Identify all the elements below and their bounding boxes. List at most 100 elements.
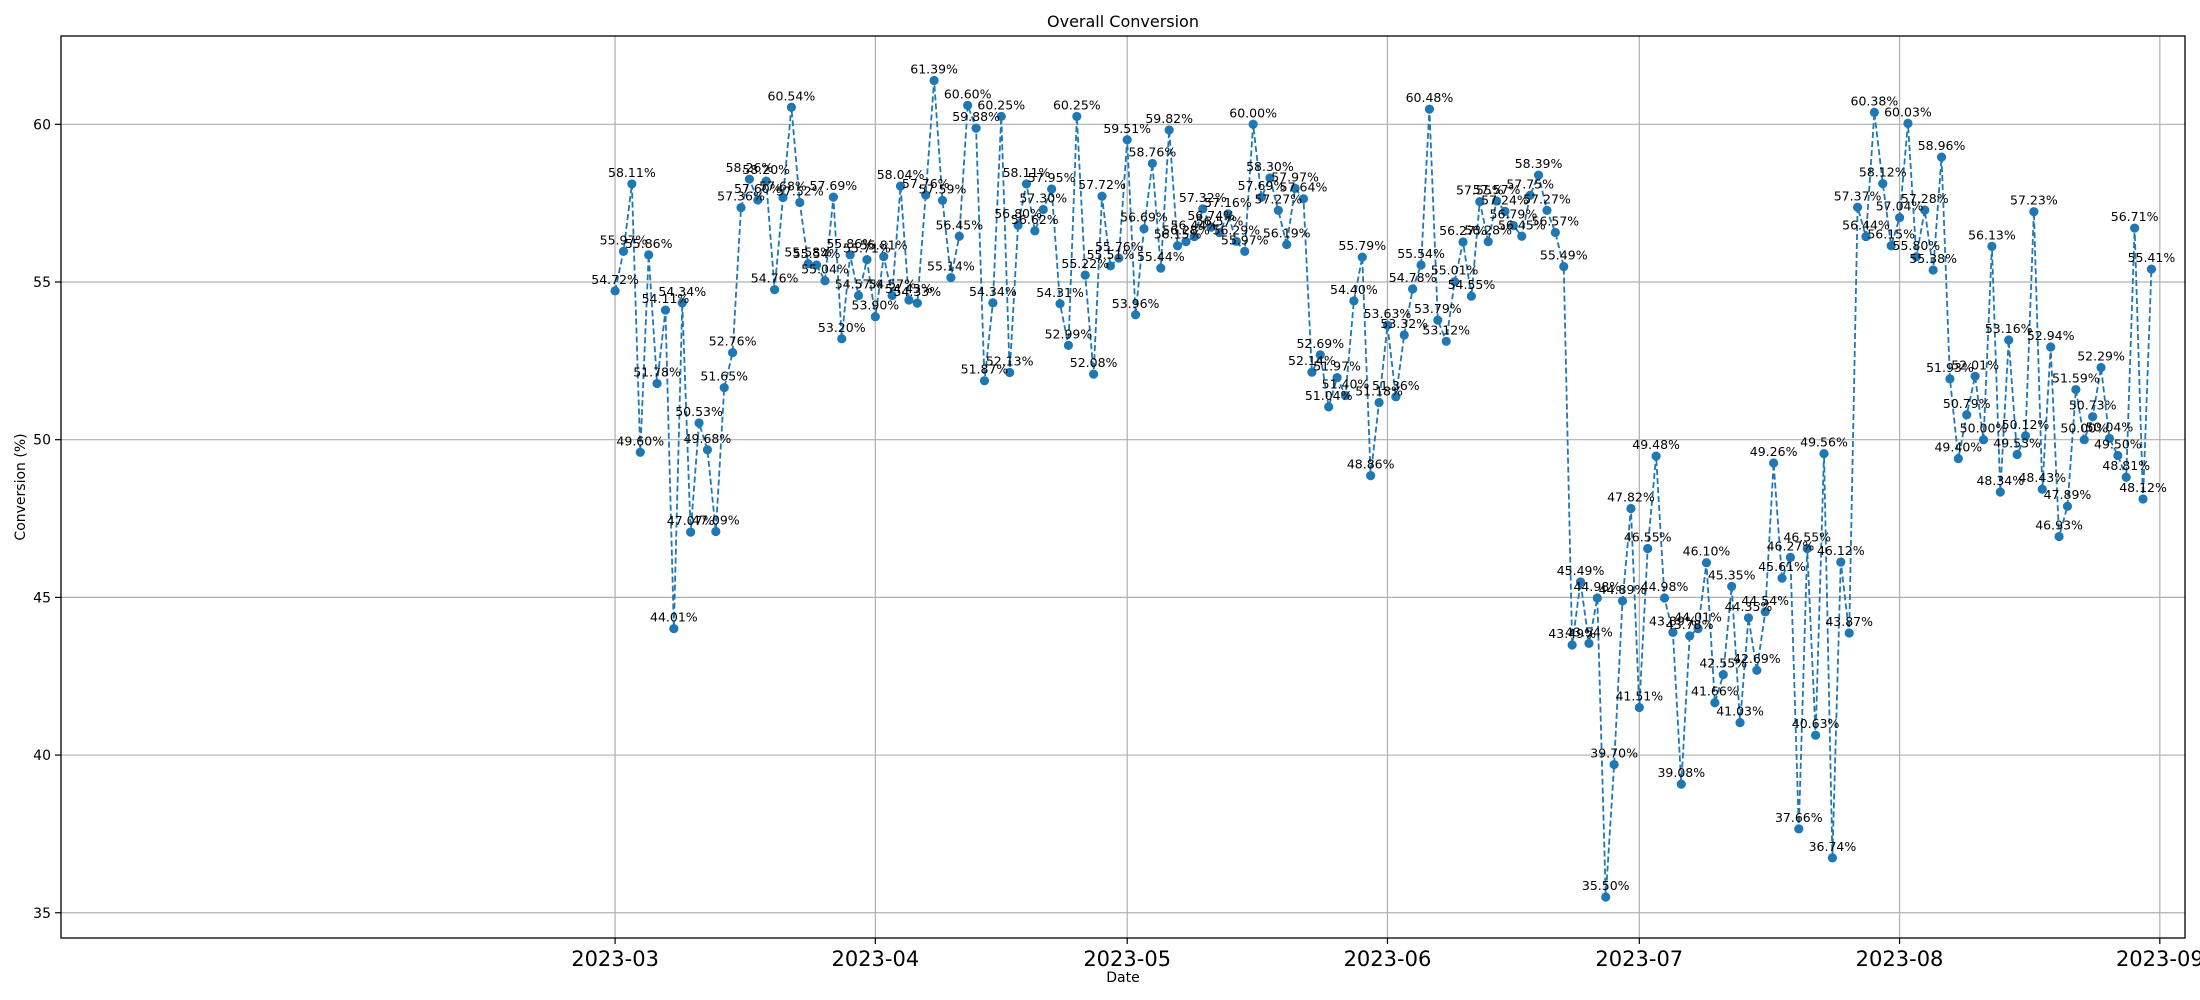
data-label: 55.01% [1431,263,1479,278]
data-label: 55.86% [826,236,874,251]
data-label: 53.79% [1414,301,1462,316]
data-label: 55.76% [1095,239,1143,254]
data-label: 35.50% [1582,878,1630,893]
data-label: 50.73% [2069,398,2117,413]
data-label: 57.27% [1254,191,1302,206]
data-point [1089,369,1099,379]
data-label: 58.11% [608,165,656,180]
data-point [1080,270,1090,280]
data-point [879,251,889,262]
data-point [929,75,939,86]
data-label: 52.76% [709,334,757,349]
data-point [971,123,981,133]
data-point [2088,412,2098,422]
data-label: 57.59% [919,181,967,196]
data-point [1685,631,1695,641]
data-point [803,259,813,269]
data-label: 55.44% [1137,249,1185,264]
data-label: 60.38% [1851,93,1899,108]
data-point [1819,448,1829,459]
data-label: 52.99% [1045,326,1093,341]
data-label: 57.30% [1019,190,1067,205]
data-label: 51.18% [1355,383,1403,398]
data-point [1374,397,1384,408]
data-label: 55.54% [793,246,841,261]
data-label: 51.36% [1372,378,1420,393]
data-point [1013,220,1023,230]
data-point [1147,158,1157,169]
data-point [1609,759,1619,770]
data-label: 44.54% [1741,593,1789,608]
data-point [1382,320,1393,330]
data-point [1038,204,1048,215]
data-label: 46.27% [1767,538,1815,553]
data-point [686,527,696,537]
data-point [1920,205,1930,215]
data-label: 52.08% [1070,355,1118,370]
data-point [963,100,973,110]
data-label: 57.95% [1028,170,1076,185]
data-label: 56.45% [1498,217,1546,232]
data-point [870,312,880,322]
data-label: 51.97% [1313,359,1361,374]
data-label: 51.04% [1305,388,1353,403]
data-point [1710,698,1720,708]
plot-frame [60,35,2186,939]
data-label: 50.79% [1943,396,1991,411]
data-label: 44.98% [1641,579,1689,594]
data-label: 58.39% [1515,156,1563,171]
data-label: 43.54% [1565,624,1613,639]
data-label: 52.14% [1288,353,1336,368]
data-label: 56.79% [1490,207,1538,222]
data-point [1836,557,1846,567]
data-point [1894,213,1905,223]
data-label: 55.49% [1540,248,1588,263]
y-tick-label: 60 [33,117,51,133]
data-point [2121,472,2131,482]
data-point [1878,179,1888,189]
data-label: 41.51% [1615,688,1663,703]
data-label: 56.15% [1867,227,1915,242]
data-point [912,298,922,308]
data-point [837,334,847,344]
data-point [1156,263,1166,273]
data-label: 36.74% [1809,839,1857,854]
data-label: 55.38% [1909,251,1957,266]
data-point [1290,183,1300,193]
data-label: 56.27% [1439,223,1487,238]
data-label: 60.25% [977,97,1025,112]
data-point [1424,104,1435,114]
data-label: 56.57% [1532,213,1580,228]
data-point [1987,241,1997,251]
data-label: 44.98% [1573,579,1621,594]
data-label: 45.61% [1758,559,1806,574]
data-label: 54.34% [969,284,1017,299]
data-label: 52.13% [986,354,1034,369]
data-label: 51.87% [961,362,1009,377]
data-label: 58.11% [1003,165,1051,180]
data-label: 57.55% [1456,183,1504,198]
data-label: 54.57% [835,277,883,292]
data-label: 48.12% [2119,480,2167,495]
data-label: 56.44% [1842,218,1890,233]
data-point [1055,299,1065,309]
data-point [1198,204,1208,214]
data-point [887,290,897,301]
data-label: 48.86% [1347,457,1395,472]
data-point [1332,372,1342,383]
data-point [820,276,830,286]
data-label: 52.69% [1296,336,1344,351]
data-label: 56.13% [1968,227,2016,242]
data-point [1626,503,1636,514]
y-tick-label: 40 [33,748,51,764]
data-point [811,260,822,270]
grid [61,36,2185,938]
data-label: 58.96% [1918,138,1966,153]
data-point [1063,340,1074,350]
data-label: 55.97% [600,232,648,247]
data-point [1844,628,1854,638]
data-point [1970,371,1980,381]
data-label: 57.76% [902,176,950,191]
data-label: 54.33% [893,284,941,299]
data-point [1584,638,1594,649]
